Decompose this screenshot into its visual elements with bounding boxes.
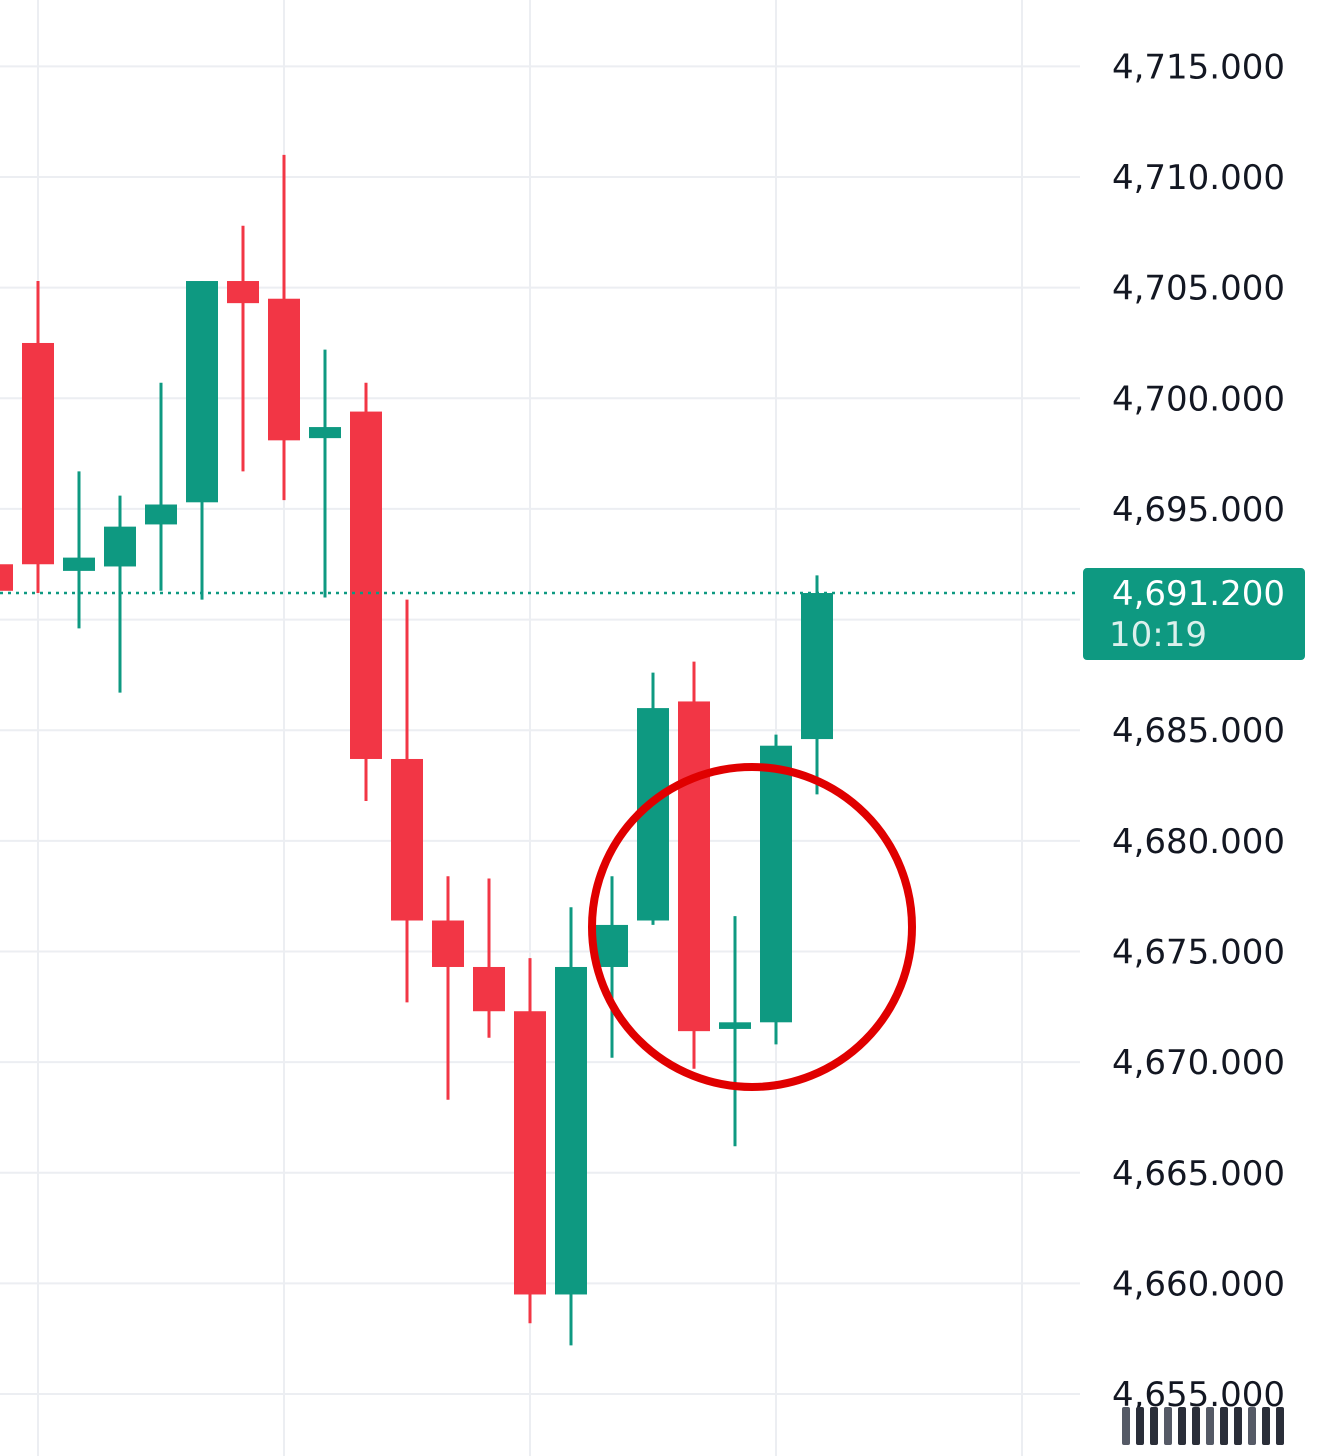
grid-lines [0,0,1080,1456]
candle-body [22,342,54,565]
candle-body [719,1022,751,1029]
last-price-tag-background [1083,568,1305,661]
price-tick-label: 4,685.000 [1112,711,1285,751]
candle [514,958,546,1324]
candle-body [268,298,300,441]
candle-body [0,564,13,591]
candle-body [309,427,341,439]
candle [719,916,751,1147]
candle-body [596,924,628,967]
scale-grip-bar [1262,1407,1270,1445]
scale-grip-bar [1220,1407,1228,1445]
last-price-tag: 4,691.200 10:19 [1083,568,1305,661]
price-tick-label: 4,700.000 [1112,379,1285,419]
candle-body [801,593,833,740]
candle [473,878,505,1038]
candle [268,154,300,501]
last-price-value: 4,691.200 [1112,574,1285,614]
candle-body [186,281,218,503]
candle-body [514,1011,546,1295]
candle [596,876,628,1058]
scale-grip-bar [1276,1407,1284,1445]
candle [22,281,54,594]
candle [186,281,218,600]
candle [555,907,587,1346]
price-tick-label: 4,665.000 [1112,1154,1285,1194]
scale-grip-bar [1178,1407,1186,1445]
scale-grip-bar [1122,1407,1130,1445]
candle-body [555,966,587,1295]
candle [309,349,341,598]
price-tick-label: 4,715.000 [1112,47,1285,87]
candle [391,599,423,1003]
price-tick-label: 4,675.000 [1112,932,1285,972]
candle-body [678,701,710,1032]
candle [145,382,177,591]
candle-body [760,745,792,1023]
scale-grip-bar [1206,1407,1214,1445]
candle [350,382,382,802]
candle [227,225,259,472]
candle [432,876,464,1100]
scale-grip-bar [1192,1407,1200,1445]
candle-body [473,966,505,1012]
scale-grip-bar [1248,1407,1256,1445]
candle-body [227,281,259,304]
candle-body [104,526,136,567]
scale-grip-bar [1234,1407,1242,1445]
price-axis: 4,715.000 4,710.000 4,705.000 4,700.000 4,69… [1112,47,1285,1415]
candle [63,471,95,629]
price-tick-label: 4,680.000 [1112,822,1285,862]
price-tick-label: 4,710.000 [1112,158,1285,198]
candle-body [350,411,382,759]
candle [678,661,710,1069]
candle-countdown: 10:19 [1109,615,1207,655]
price-tick-label: 4,695.000 [1112,490,1285,530]
scale-grip-bar [1136,1407,1144,1445]
highlight-circle [588,763,916,1091]
candle [760,734,792,1045]
candle-body [145,504,177,525]
price-tick-label: 4,705.000 [1112,269,1285,309]
candle-body [63,557,95,571]
candle [801,575,833,795]
highlight-ring [588,763,916,1091]
candle-body [391,758,423,921]
price-tick-label: 4,670.000 [1112,1043,1285,1083]
candle [0,564,13,591]
price-tick-label: 4,660.000 [1112,1264,1285,1304]
scale-grip-bar [1150,1407,1158,1445]
scale-grip-bar [1164,1407,1172,1445]
price-scale-handle[interactable] [1122,1407,1284,1445]
candles [0,154,833,1346]
candle-body [432,920,464,967]
